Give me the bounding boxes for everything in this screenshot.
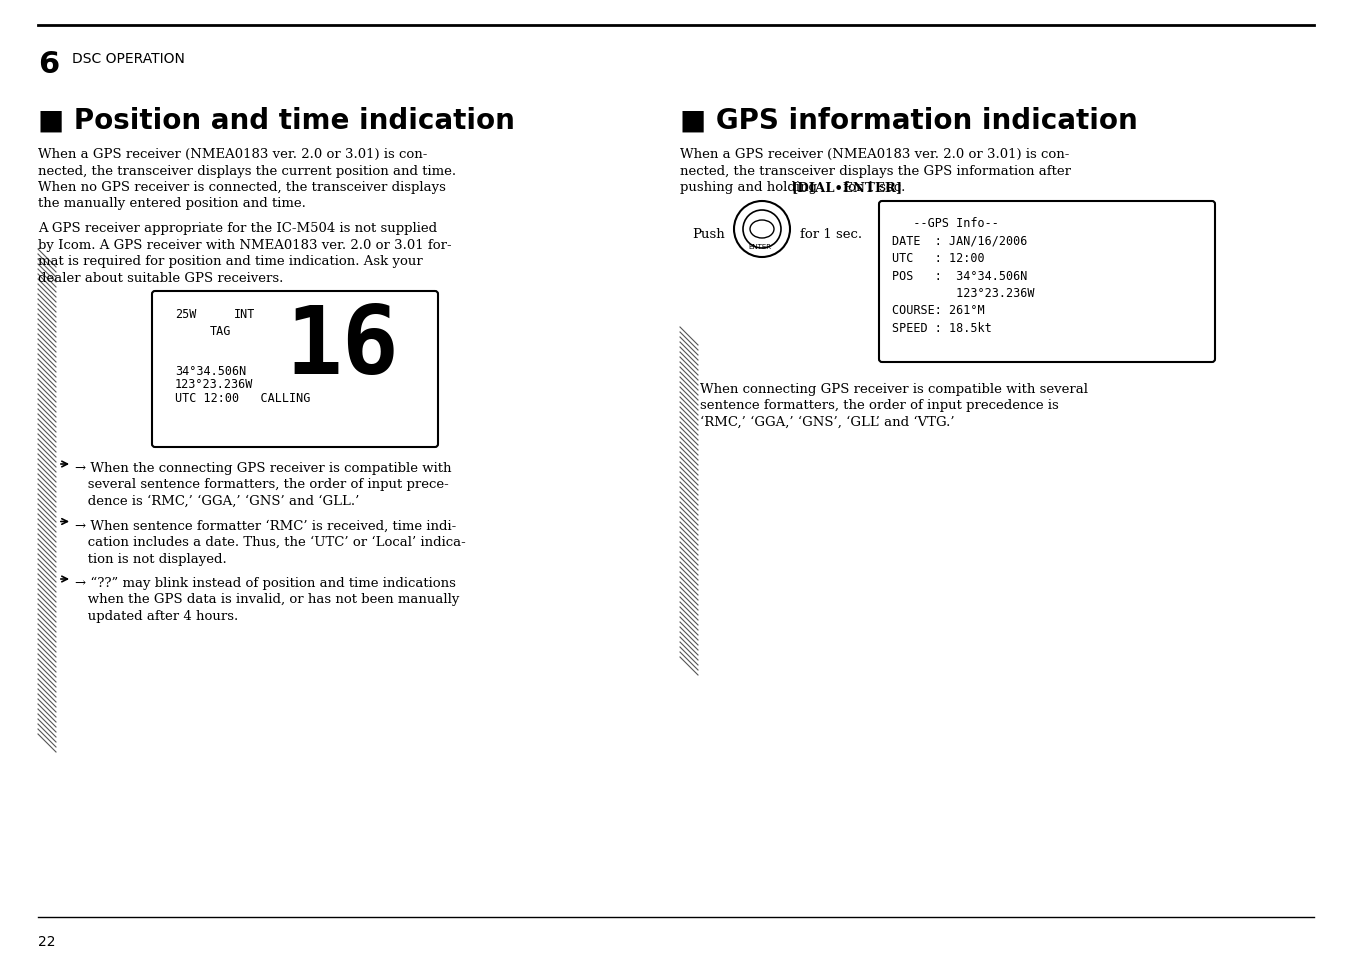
Text: nected, the transceiver displays the GPS information after: nected, the transceiver displays the GPS… bbox=[680, 164, 1071, 177]
Text: When no GPS receiver is connected, the transceiver displays: When no GPS receiver is connected, the t… bbox=[38, 181, 446, 193]
Text: SPEED : 18.5kt: SPEED : 18.5kt bbox=[892, 322, 992, 335]
Text: DATE  : JAN/16/2006: DATE : JAN/16/2006 bbox=[892, 234, 1028, 247]
Text: → When sentence formatter ‘RMC’ is received, time indi-: → When sentence formatter ‘RMC’ is recei… bbox=[74, 519, 456, 532]
Text: → “??” may blink instead of position and time indications: → “??” may blink instead of position and… bbox=[74, 577, 456, 590]
Text: several sentence formatters, the order of input prece-: several sentence formatters, the order o… bbox=[74, 478, 449, 491]
Text: 25W: 25W bbox=[174, 308, 196, 320]
Text: A GPS receiver appropriate for the IC-M504 is not supplied: A GPS receiver appropriate for the IC-M5… bbox=[38, 222, 437, 234]
Text: sentence formatters, the order of input precedence is: sentence formatters, the order of input … bbox=[700, 399, 1059, 412]
Text: 22: 22 bbox=[38, 934, 55, 948]
Text: Push: Push bbox=[692, 228, 725, 241]
Text: by Icom. A GPS receiver with NMEA0183 ver. 2.0 or 3.01 for-: by Icom. A GPS receiver with NMEA0183 ve… bbox=[38, 238, 452, 252]
Text: 123°23.236W: 123°23.236W bbox=[892, 287, 1034, 299]
Text: ENTER: ENTER bbox=[748, 244, 771, 250]
Text: TAG: TAG bbox=[210, 325, 231, 337]
Text: 16: 16 bbox=[285, 302, 399, 394]
Text: for 1 sec.: for 1 sec. bbox=[840, 181, 906, 193]
Text: → When the connecting GPS receiver is compatible with: → When the connecting GPS receiver is co… bbox=[74, 461, 452, 475]
Text: DSC OPERATION: DSC OPERATION bbox=[72, 52, 185, 66]
Text: When connecting GPS receiver is compatible with several: When connecting GPS receiver is compatib… bbox=[700, 382, 1088, 395]
Text: 34°34.506N: 34°34.506N bbox=[174, 365, 246, 377]
Text: pushing and holding: pushing and holding bbox=[680, 181, 821, 193]
Text: UTC   : 12:00: UTC : 12:00 bbox=[892, 252, 984, 265]
Text: nected, the transceiver displays the current position and time.: nected, the transceiver displays the cur… bbox=[38, 164, 456, 177]
Text: dence is ‘RMC,’ ‘GGA,’ ‘GNS’ and ‘GLL.’: dence is ‘RMC,’ ‘GGA,’ ‘GNS’ and ‘GLL.’ bbox=[74, 495, 360, 507]
Text: ‘RMC,’ ‘GGA,’ ‘GNS’, ‘GLL’ and ‘VTG.’: ‘RMC,’ ‘GGA,’ ‘GNS’, ‘GLL’ and ‘VTG.’ bbox=[700, 416, 955, 429]
Text: tion is not displayed.: tion is not displayed. bbox=[74, 552, 227, 565]
Text: COURSE: 261°M: COURSE: 261°M bbox=[892, 304, 984, 317]
Text: 123°23.236W: 123°23.236W bbox=[174, 377, 253, 391]
Text: When a GPS receiver (NMEA0183 ver. 2.0 or 3.01) is con-: When a GPS receiver (NMEA0183 ver. 2.0 o… bbox=[680, 148, 1069, 161]
Text: ■ Position and time indication: ■ Position and time indication bbox=[38, 107, 515, 135]
Text: UTC 12:00   CALLING: UTC 12:00 CALLING bbox=[174, 392, 311, 405]
Text: 6: 6 bbox=[38, 50, 59, 79]
Text: when the GPS data is invalid, or has not been manually: when the GPS data is invalid, or has not… bbox=[74, 593, 460, 606]
Text: ■ GPS information indication: ■ GPS information indication bbox=[680, 107, 1138, 135]
Text: updated after 4 hours.: updated after 4 hours. bbox=[74, 609, 238, 622]
Text: dealer about suitable GPS receivers.: dealer about suitable GPS receivers. bbox=[38, 272, 284, 284]
FancyBboxPatch shape bbox=[151, 292, 438, 448]
FancyBboxPatch shape bbox=[879, 202, 1215, 363]
Text: --GPS Info--: --GPS Info-- bbox=[892, 216, 999, 230]
Text: for 1 sec.: for 1 sec. bbox=[800, 228, 863, 241]
Text: cation includes a date. Thus, the ‘UTC’ or ‘Local’ indica-: cation includes a date. Thus, the ‘UTC’ … bbox=[74, 536, 465, 548]
Text: INT: INT bbox=[234, 308, 256, 320]
Text: When a GPS receiver (NMEA0183 ver. 2.0 or 3.01) is con-: When a GPS receiver (NMEA0183 ver. 2.0 o… bbox=[38, 148, 427, 161]
Text: [DIAL•ENTER]: [DIAL•ENTER] bbox=[791, 181, 902, 193]
Text: POS   :  34°34.506N: POS : 34°34.506N bbox=[892, 269, 1028, 282]
Text: the manually entered position and time.: the manually entered position and time. bbox=[38, 197, 306, 211]
Text: mat is required for position and time indication. Ask your: mat is required for position and time in… bbox=[38, 254, 423, 268]
